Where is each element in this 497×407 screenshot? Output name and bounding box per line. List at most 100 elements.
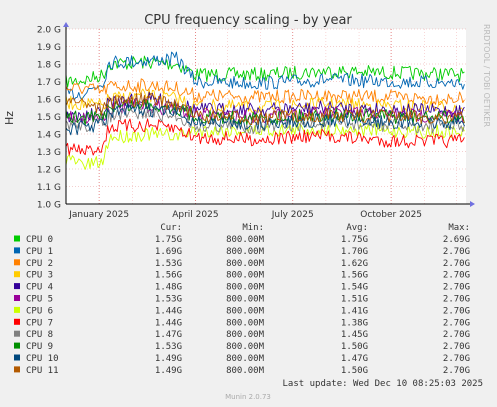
series-line-cpu-1 [65,51,465,101]
legend-cur-value: 1.44G [155,306,182,316]
legend-min-value: 800.00M [226,342,265,352]
legend-swatch [14,247,20,254]
legend-cur-value: 1.53G [155,259,182,269]
legend-avg-value: 1.47G [341,354,368,364]
legend-table: Cur: Min: Avg: Max: CPU 0 1.75G 800.00M 1.7… [14,223,470,376]
x-tick-label: July 2025 [271,210,314,220]
chart-title: CPU frequency scaling - by year [144,13,352,28]
legend-cur-value: 1.69G [155,247,182,257]
legend-cur-value: 1.49G [155,366,182,376]
last-update-text: Last update: Wed Dec 10 08:25:03 2025 [283,379,483,389]
legend-series-name: CPU 1 [26,247,53,257]
y-axis-label: Hz [3,111,16,125]
legend-max-value: 2.69G [443,235,470,245]
legend-swatch [14,306,20,313]
x-tick-label: January 2025 [68,210,129,220]
legend-avg-value: 1.56G [341,271,368,281]
y-tick-label: 1.0 G [37,201,61,211]
legend-avg-value: 1.50G [341,366,368,376]
legend-swatch [14,354,20,361]
legend-swatch [14,318,20,325]
legend-min-value: 800.00M [226,271,265,281]
y-tick-label: 1.8 G [37,61,61,71]
legend-series-name: CPU 4 [26,283,53,293]
y-tick-label: 1.7 G [37,78,61,88]
legend-cur-value: 1.53G [155,295,182,305]
legend-avg-value: 1.45G [341,330,368,340]
legend-min-value: 800.00M [226,247,265,257]
series-line-cpu-10 [65,102,465,136]
legend-max-value: 2.70G [443,318,470,328]
legend-cur-value: 1.48G [155,283,182,293]
legend-series-name: CPU 7 [26,318,53,328]
legend-header-max: Max: [448,223,470,233]
legend-avg-value: 1.62G [341,259,368,269]
x-tick-label: October 2025 [360,210,422,220]
legend-min-value: 800.00M [226,283,265,293]
y-tick-label: 1.6 G [37,96,61,106]
y-tick-label: 1.4 G [37,131,61,141]
legend-series-name: CPU 3 [26,271,53,281]
legend-series-name: CPU 8 [26,330,53,340]
legend-max-value: 2.70G [443,271,470,281]
legend-min-value: 800.00M [226,235,265,245]
legend-swatch [14,366,20,373]
legend-series-name: CPU 10 [26,354,59,364]
x-axis-arrow-icon [470,201,475,207]
legend-swatch [14,235,20,242]
series-lines [65,51,465,170]
legend-max-value: 2.70G [443,330,470,340]
legend-series-name: CPU 6 [26,306,53,316]
legend-max-value: 2.70G [443,283,470,293]
legend-cur-value: 1.49G [155,354,182,364]
legend-min-value: 800.00M [226,318,265,328]
y-tick-label: 1.3 G [37,148,61,158]
legend-min-value: 800.00M [226,295,265,305]
legend-swatch [14,342,20,349]
legend-max-value: 2.70G [443,366,470,376]
legend-swatch [14,283,20,290]
legend-cur-value: 1.47G [155,330,182,340]
legend-series-name: CPU 2 [26,259,53,269]
legend-min-value: 800.00M [226,306,265,316]
legend-avg-value: 1.41G [341,306,368,316]
legend-series-name: CPU 5 [26,295,53,305]
y-tick-label: 1.2 G [37,166,61,176]
series-line-cpu-2 [65,78,465,106]
legend-swatch [14,330,20,337]
legend-min-value: 800.00M [226,366,265,376]
legend-avg-value: 1.54G [341,283,368,293]
y-tick-label: 1.1 G [37,183,61,193]
legend-max-value: 2.70G [443,342,470,352]
series-line-cpu-7 [65,118,465,156]
legend-swatch [14,271,20,278]
legend-cur-value: 1.56G [155,271,182,281]
legend-header-cur: Cur: [160,223,182,233]
legend-max-value: 2.70G [443,247,470,257]
legend-avg-value: 1.51G [341,295,368,305]
y-axis-ticks: 1.0 G 1.1 G 1.2 G 1.3 G 1.4 G 1.5 G 1.6 G 1.7 G… [37,26,61,211]
legend-cur-value: 1.75G [155,235,182,245]
legend-header-min: Min: [242,223,264,233]
legend-header-avg: Avg: [346,223,368,233]
legend-cur-value: 1.44G [155,318,182,328]
legend-series-name: CPU 11 [26,366,59,376]
legend-min-value: 800.00M [226,330,265,340]
legend-swatch [14,259,20,266]
y-tick-label: 2.0 G [37,26,61,36]
legend-series-name: CPU 0 [26,235,53,245]
legend-max-value: 2.70G [443,259,470,269]
rrdtool-watermark: RRDTOOL / TOBI OETIKER [482,24,491,127]
legend-min-value: 800.00M [226,259,265,269]
series-line-cpu-8 [65,106,465,135]
legend-avg-value: 1.50G [341,342,368,352]
legend-max-value: 2.70G [443,354,470,364]
y-axis-arrow-icon [63,22,69,27]
legend-max-value: 2.70G [443,306,470,316]
legend-max-value: 2.70G [443,295,470,305]
series-line-cpu-11 [65,92,465,126]
legend-series-name: CPU 9 [26,342,53,352]
legend-swatch [14,295,20,301]
